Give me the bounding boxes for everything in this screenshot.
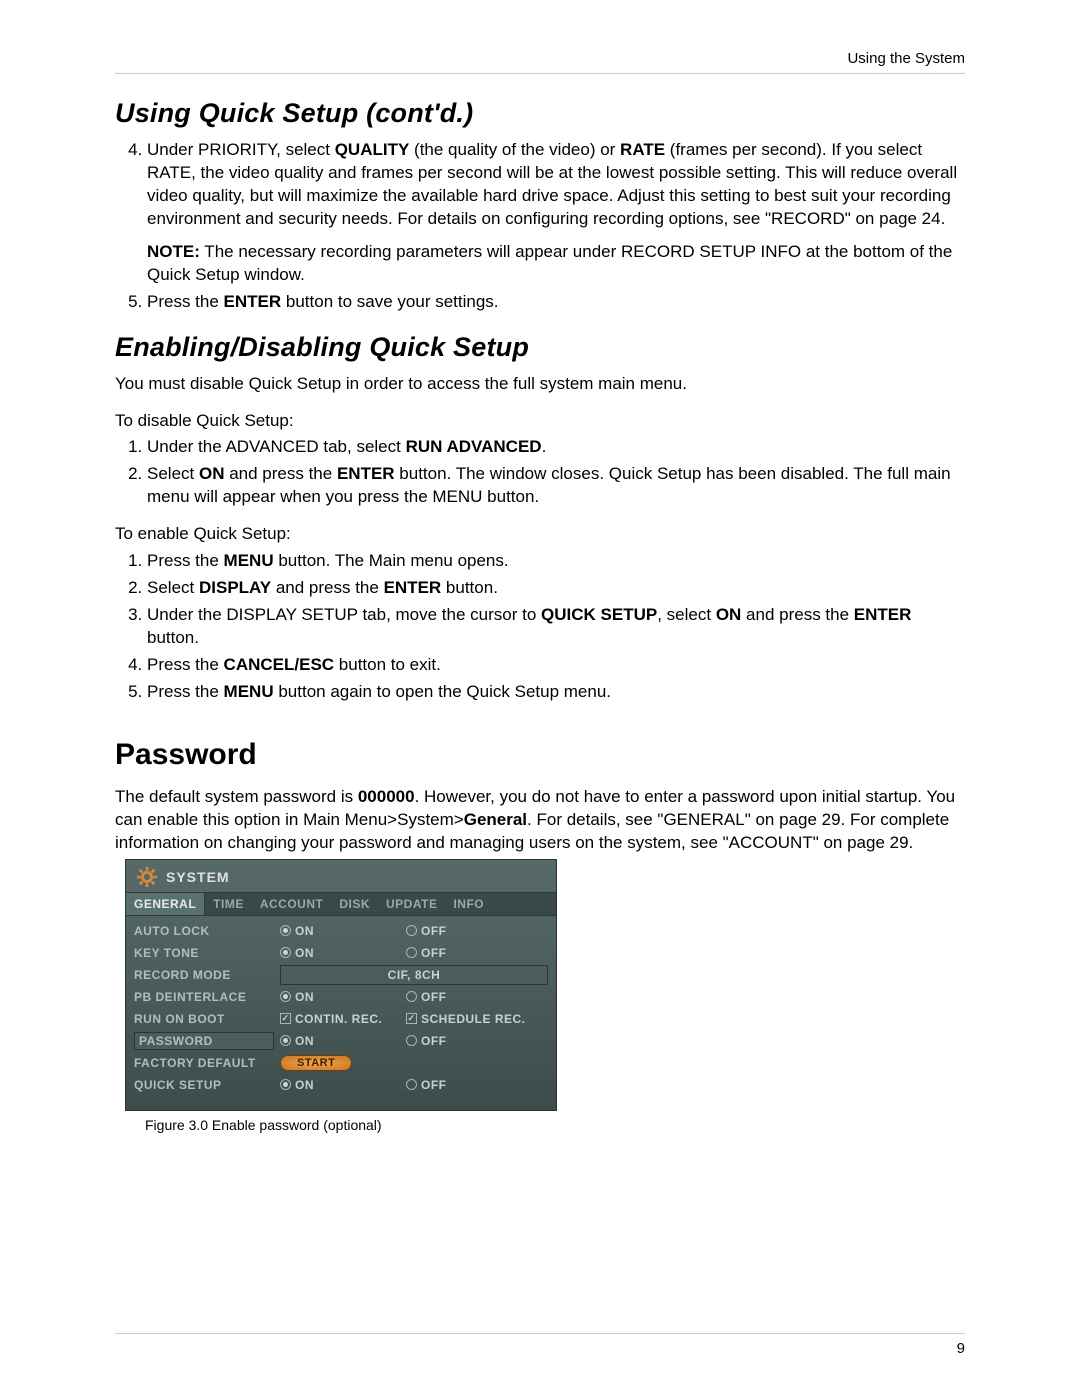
run-on-boot-schedule[interactable]: ✓SCHEDULE REC. [406, 1012, 526, 1026]
panel-title-bar: SYSTEM [126, 860, 556, 892]
row-password: PASSWORD ON OFF [134, 1030, 548, 1052]
disable-steps: Under the ADVANCED tab, select RUN ADVAN… [115, 436, 965, 509]
label-run-on-boot: RUN ON BOOT [134, 1012, 274, 1026]
panel-tabs: GENERAL TIME ACCOUNT DISK UPDATE INFO [126, 892, 556, 916]
enable-steps: Press the MENU button. The Main menu ope… [115, 550, 965, 704]
intro-paragraph: You must disable Quick Setup in order to… [115, 373, 965, 396]
quick-setup-off[interactable]: OFF [406, 1078, 526, 1092]
row-run-on-boot: RUN ON BOOT ✓CONTIN. REC. ✓SCHEDULE REC. [134, 1008, 548, 1030]
page-number: 9 [957, 1340, 965, 1357]
radio-icon [406, 947, 417, 958]
heading-password: Password [115, 738, 965, 772]
label-record-mode: RECORD MODE [134, 968, 274, 982]
step-4: Under PRIORITY, select QUALITY (the qual… [147, 139, 965, 287]
start-button[interactable]: START [280, 1055, 352, 1071]
row-key-tone: KEY TONE ON OFF [134, 942, 548, 964]
enable-step-2: Select DISPLAY and press the ENTER butto… [147, 577, 965, 600]
panel-title-text: SYSTEM [166, 869, 230, 885]
row-factory-default: FACTORY DEFAULT START [134, 1052, 548, 1074]
page-footer: 9 [115, 1333, 965, 1357]
label-password: PASSWORD [134, 1032, 274, 1050]
run-on-boot-contin[interactable]: ✓CONTIN. REC. [280, 1012, 400, 1026]
key-tone-on[interactable]: ON [280, 946, 400, 960]
label-quick-setup: QUICK SETUP [134, 1078, 274, 1092]
label-auto-lock: AUTO LOCK [134, 924, 274, 938]
key-tone-off[interactable]: OFF [406, 946, 526, 960]
row-quick-setup: QUICK SETUP ON OFF [134, 1074, 548, 1096]
checkbox-icon: ✓ [280, 1013, 291, 1024]
checkbox-icon: ✓ [406, 1013, 417, 1024]
quick-setup-steps-cont: Under PRIORITY, select QUALITY (the qual… [115, 139, 965, 314]
tab-time[interactable]: TIME [205, 893, 252, 915]
label-pb-deinterlace: PB DEINTERLACE [134, 990, 274, 1004]
tab-general[interactable]: GENERAL [126, 893, 205, 915]
enable-lead: To enable Quick Setup: [115, 523, 965, 546]
running-head: Using the System [115, 50, 965, 74]
tab-info[interactable]: INFO [445, 893, 492, 915]
tab-disk[interactable]: DISK [331, 893, 378, 915]
radio-icon [280, 947, 291, 958]
panel-body: AUTO LOCK ON OFF KEY TONE ON OFF RECORD … [126, 916, 556, 1110]
enable-step-3: Under the DISPLAY SETUP tab, move the cu… [147, 604, 965, 650]
system-panel: SYSTEM GENERAL TIME ACCOUNT DISK UPDATE … [125, 859, 557, 1111]
radio-icon [406, 1035, 417, 1046]
enable-step-4: Press the CANCEL/ESC button to exit. [147, 654, 965, 677]
quick-setup-on[interactable]: ON [280, 1078, 400, 1092]
radio-icon [280, 925, 291, 936]
row-pb-deinterlace: PB DEINTERLACE ON OFF [134, 986, 548, 1008]
step-5: Press the ENTER button to save your sett… [147, 291, 965, 314]
label-key-tone: KEY TONE [134, 946, 274, 960]
password-on[interactable]: ON [280, 1034, 400, 1048]
password-paragraph: The default system password is 000000. H… [115, 786, 965, 855]
step-4-note: NOTE: The necessary recording parameters… [147, 241, 965, 287]
auto-lock-off[interactable]: OFF [406, 924, 526, 938]
password-off[interactable]: OFF [406, 1034, 526, 1048]
radio-icon [280, 991, 291, 1002]
auto-lock-on[interactable]: ON [280, 924, 400, 938]
pb-deinterlace-on[interactable]: ON [280, 990, 400, 1004]
radio-icon [280, 1035, 291, 1046]
disable-step-1: Under the ADVANCED tab, select RUN ADVAN… [147, 436, 965, 459]
enable-step-5: Press the MENU button again to open the … [147, 681, 965, 704]
tab-account[interactable]: ACCOUNT [252, 893, 332, 915]
pb-deinterlace-off[interactable]: OFF [406, 990, 526, 1004]
enable-step-1: Press the MENU button. The Main menu ope… [147, 550, 965, 573]
heading-enabling-disabling: Enabling/Disabling Quick Setup [115, 332, 965, 363]
radio-icon [406, 925, 417, 936]
figure-caption: Figure 3.0 Enable password (optional) [145, 1117, 965, 1133]
disable-step-2: Select ON and press the ENTER button. Th… [147, 463, 965, 509]
heading-using-quick-setup: Using Quick Setup (cont'd.) [115, 98, 965, 129]
radio-icon [406, 1079, 417, 1090]
tab-update[interactable]: UPDATE [378, 893, 445, 915]
label-factory-default: FACTORY DEFAULT [134, 1056, 274, 1070]
radio-icon [406, 991, 417, 1002]
record-mode-dropdown[interactable]: CIF, 8CH [280, 965, 548, 985]
row-auto-lock: AUTO LOCK ON OFF [134, 920, 548, 942]
disable-lead: To disable Quick Setup: [115, 410, 965, 433]
row-record-mode: RECORD MODE CIF, 8CH [134, 964, 548, 986]
radio-icon [280, 1079, 291, 1090]
gear-icon [136, 866, 158, 888]
